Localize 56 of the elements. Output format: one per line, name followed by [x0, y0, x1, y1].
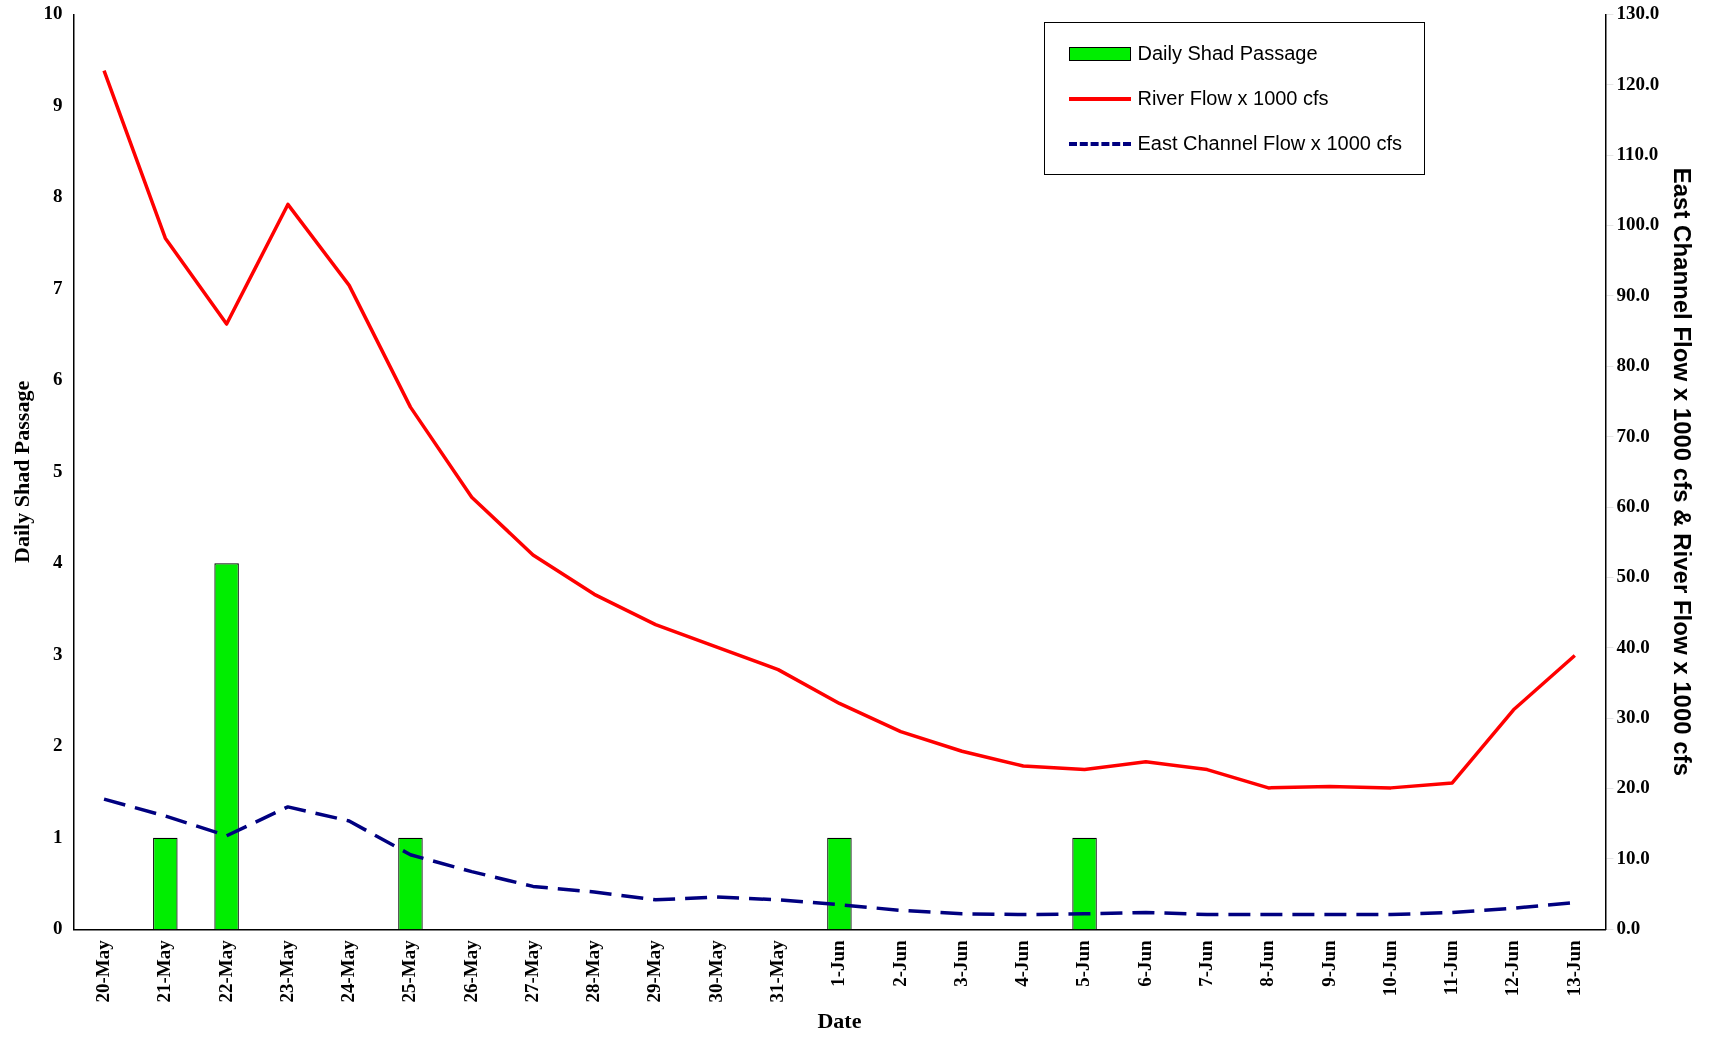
- legend-label: Daily Shad Passage: [1137, 42, 1318, 66]
- x-tick-label: 27-May: [520, 939, 542, 1003]
- x-tick-label: 1-Jun: [827, 939, 849, 987]
- x-tick-label: 9-Jun: [1317, 939, 1339, 987]
- y-tick-label: 1: [52, 825, 63, 847]
- x-tick-label: 8-Jun: [1256, 939, 1278, 987]
- y2-tick-label: 10.0: [1616, 846, 1650, 868]
- x-tick-label: 5-Jun: [1072, 939, 1094, 987]
- y-tick-label: 3: [52, 642, 63, 664]
- x-tick-label: 13-Jun: [1562, 939, 1584, 997]
- x-tick-label: 25-May: [398, 939, 420, 1003]
- y2-tick-label: 30.0: [1616, 706, 1650, 728]
- x-tick-label: 20-May: [91, 939, 113, 1003]
- y2-tick-label: 120.0: [1616, 72, 1660, 94]
- x-tick-label: 3-Jun: [949, 939, 971, 987]
- y-tick-label: 2: [52, 734, 63, 756]
- y2-tick-label: 130.0: [1616, 2, 1660, 24]
- y2-tick-label: 20.0: [1616, 776, 1650, 798]
- y2-tick-label: 40.0: [1616, 635, 1650, 657]
- y2-tick-label: 70.0: [1616, 424, 1650, 446]
- y-tick-label: 6: [52, 368, 63, 390]
- x-tick-label: 22-May: [214, 939, 236, 1003]
- x-tick-label: 31-May: [766, 939, 788, 1003]
- y2-tick-label: 50.0: [1616, 565, 1650, 587]
- y2-tick-label: 80.0: [1616, 354, 1650, 376]
- y-axis-title: Daily Shad Passage: [8, 380, 34, 563]
- x-tick-label: 29-May: [643, 939, 665, 1003]
- legend-label: River Flow x 1000 cfs: [1137, 87, 1329, 111]
- y2-tick-label: 90.0: [1616, 283, 1650, 305]
- x-axis-title: Date: [817, 1008, 862, 1034]
- y2-tick-label: 100.0: [1616, 213, 1660, 235]
- y-tick-label: 8: [52, 185, 63, 207]
- y-tick-label: 10: [43, 2, 63, 24]
- y-tick-label: 4: [52, 551, 63, 573]
- y2-axis-title: East Channel Flow x 1000 cfs & River Flow x 1000 cfs: [1668, 167, 1696, 776]
- y-tick-label: 9: [52, 93, 63, 115]
- y2-tick-label: 110.0: [1616, 143, 1659, 165]
- y2-tick-label: 0.0: [1616, 917, 1641, 939]
- x-tick-label: 12-Jun: [1501, 939, 1523, 997]
- x-tick-label: 24-May: [337, 939, 359, 1003]
- x-tick-label: 23-May: [275, 939, 297, 1003]
- x-tick-label: 28-May: [582, 939, 604, 1003]
- legend-label: East Channel Flow x 1000 cfs: [1137, 132, 1403, 156]
- x-tick-label: 6-Jun: [1133, 939, 1155, 987]
- x-tick-label: 7-Jun: [1195, 939, 1217, 987]
- x-tick-label: 4-Jun: [1011, 939, 1033, 987]
- x-tick-label: 21-May: [153, 939, 175, 1003]
- y-tick-label: 7: [52, 276, 63, 298]
- y-tick-label: 0: [52, 917, 63, 939]
- x-tick-label: 2-Jun: [888, 939, 910, 987]
- x-tick-label: 30-May: [704, 939, 726, 1003]
- y2-tick-label: 60.0: [1616, 494, 1650, 516]
- y-tick-label: 5: [52, 459, 63, 481]
- x-tick-label: 26-May: [459, 939, 481, 1003]
- x-tick-label: 10-Jun: [1378, 939, 1400, 997]
- x-tick-label: 11-Jun: [1440, 939, 1462, 996]
